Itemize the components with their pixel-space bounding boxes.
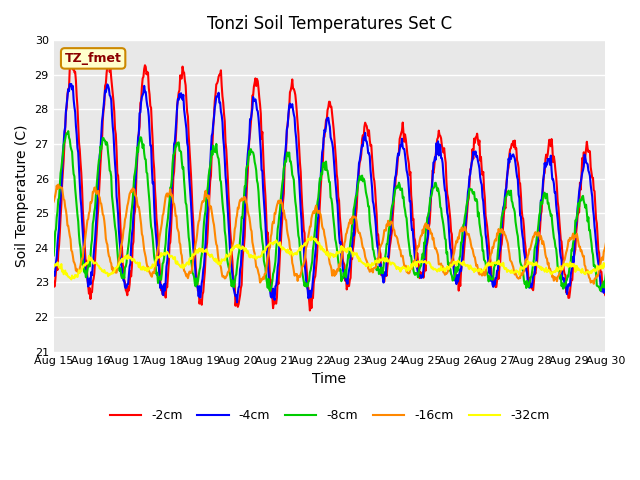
-32cm: [410, 262, 418, 268]
-32cm: [257, 253, 265, 259]
-16cm: [257, 278, 265, 284]
-2cm: [279, 199, 287, 204]
-16cm: [228, 249, 236, 255]
-4cm: [410, 247, 418, 253]
-2cm: [50, 279, 58, 285]
-16cm: [120, 228, 127, 233]
Y-axis label: Soil Temperature (C): Soil Temperature (C): [15, 125, 29, 267]
-4cm: [444, 210, 451, 216]
-4cm: [228, 264, 236, 270]
-4cm: [638, 295, 640, 301]
-32cm: [638, 265, 640, 271]
-32cm: [67, 276, 75, 282]
-2cm: [68, 50, 76, 56]
-2cm: [638, 293, 640, 299]
-2cm: [257, 111, 265, 117]
-32cm: [120, 255, 127, 261]
-32cm: [279, 245, 287, 251]
-2cm: [306, 308, 314, 313]
-32cm: [308, 234, 316, 240]
-8cm: [410, 268, 417, 274]
-8cm: [120, 271, 127, 277]
Line: -16cm: -16cm: [54, 185, 640, 285]
-8cm: [65, 128, 72, 134]
Legend: -2cm, -4cm, -8cm, -16cm, -32cm: -2cm, -4cm, -8cm, -16cm, -32cm: [105, 405, 554, 428]
-16cm: [54, 182, 62, 188]
-16cm: [410, 259, 417, 264]
-8cm: [443, 251, 451, 256]
-8cm: [638, 276, 640, 282]
-8cm: [50, 252, 58, 258]
-32cm: [444, 264, 451, 269]
-16cm: [279, 208, 287, 214]
-4cm: [280, 168, 287, 173]
-4cm: [233, 300, 241, 305]
Line: -4cm: -4cm: [54, 84, 640, 302]
-32cm: [228, 246, 236, 252]
-32cm: [50, 264, 58, 270]
Line: -8cm: -8cm: [54, 131, 640, 296]
X-axis label: Time: Time: [312, 372, 346, 386]
Text: TZ_fmet: TZ_fmet: [65, 52, 122, 65]
-8cm: [228, 283, 236, 289]
Line: -32cm: -32cm: [54, 237, 640, 279]
-8cm: [634, 293, 640, 299]
-16cm: [50, 199, 58, 204]
-2cm: [120, 264, 127, 270]
-4cm: [67, 81, 75, 87]
-8cm: [279, 176, 287, 181]
-4cm: [50, 270, 58, 276]
-8cm: [257, 225, 265, 230]
Title: Tonzi Soil Temperatures Set C: Tonzi Soil Temperatures Set C: [207, 15, 452, 33]
-4cm: [258, 168, 266, 173]
-2cm: [410, 235, 418, 240]
Line: -2cm: -2cm: [54, 53, 640, 311]
-2cm: [228, 250, 236, 256]
-16cm: [443, 271, 451, 276]
-16cm: [625, 282, 633, 288]
-16cm: [638, 245, 640, 251]
-4cm: [120, 277, 127, 283]
-2cm: [444, 191, 451, 197]
